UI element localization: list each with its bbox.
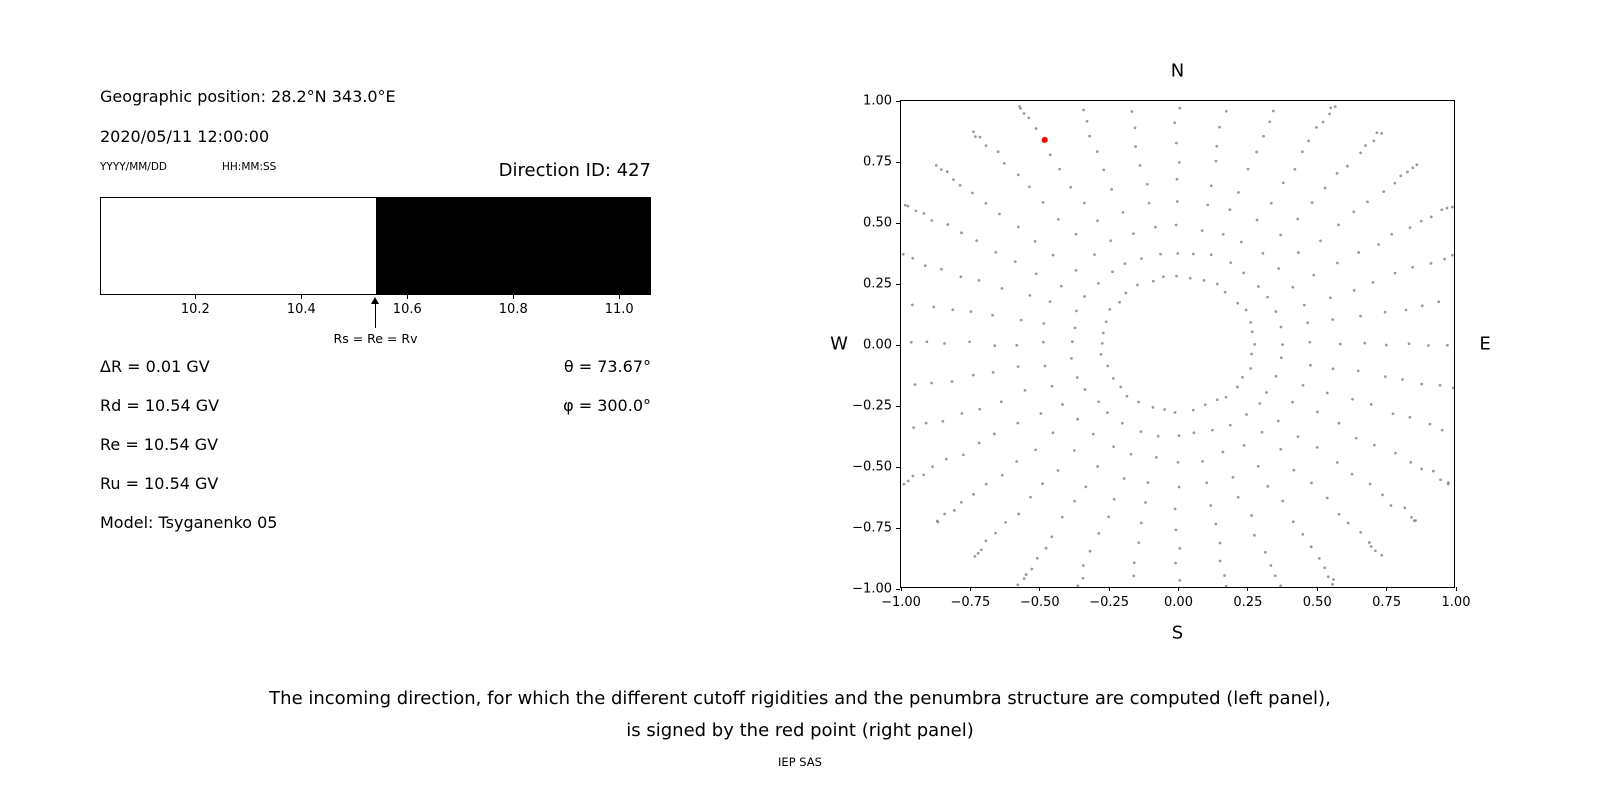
time-format-label: HH:MM:SS [222, 161, 277, 173]
selected-direction-point [1041, 136, 1048, 143]
x-tick-label: 10.6 [392, 302, 422, 317]
penumbra-segment [375, 198, 650, 294]
x-tick-mark [300, 295, 302, 299]
x-tick-mark [406, 295, 408, 299]
compass-west-label: W [830, 333, 848, 355]
caption-line-2: is signed by the red point (right panel) [626, 720, 974, 741]
model-name: Model: Tsyganenko 05 [100, 513, 278, 532]
ru-value: Ru = 10.54 GV [100, 474, 219, 493]
theta-value: θ = 73.67° [563, 357, 651, 376]
x-tick-mark [512, 295, 514, 299]
y-tick-mark [896, 466, 900, 468]
y-tick-label: 0.00 [863, 337, 892, 353]
y-tick-mark [896, 344, 900, 346]
x-tick-mark [1108, 587, 1110, 591]
compass-east-label: E [1479, 333, 1491, 355]
phi-value: φ = 300.0° [563, 396, 651, 415]
x-tick-mark [969, 587, 971, 591]
x-tick-label: 0.00 [1164, 595, 1193, 610]
penumbra-axes [100, 197, 651, 295]
arrow-line [374, 303, 377, 328]
x-tick-mark [618, 295, 620, 299]
geographic-position: Geographic position: 28.2°N 343.0°E [100, 87, 396, 106]
y-tick-label: 1.00 [863, 93, 892, 109]
x-tick-label: 10.8 [498, 302, 528, 317]
x-tick-mark [1455, 587, 1457, 591]
penumbra-xaxis: 10.2 10.4 10.6 10.8 11.0 Rs = Re = Rv [100, 295, 651, 365]
x-tick-label: 10.4 [286, 302, 316, 317]
direction-grid-plot [901, 105, 1454, 587]
x-tick-mark [1039, 587, 1041, 591]
arrow-annotation-label: Rs = Re = Rv [333, 331, 418, 346]
y-tick-mark [896, 588, 900, 590]
x-tick-label: 10.2 [180, 302, 210, 317]
y-tick-label: −0.75 [852, 520, 892, 536]
x-tick-mark [900, 587, 902, 591]
x-tick-mark [1247, 587, 1249, 591]
x-tick-label: −0.50 [1019, 595, 1060, 610]
caption-line-1: The incoming direction, for which the di… [269, 688, 1331, 709]
compass-south-label: S [1171, 622, 1184, 644]
datetime-value: 2020/05/11 12:00:00 [100, 127, 270, 146]
y-tick-mark [896, 100, 900, 102]
x-tick-label: 0.75 [1372, 595, 1402, 610]
direction-map-axes: N S W E −1.00 −0.75 −0.50 −0.25 0.00 0.25 0.50… [830, 61, 1491, 644]
rd-value: Rd = 10.54 GV [100, 396, 220, 415]
x-tick-label: 11.0 [604, 302, 634, 317]
direction-id: Direction ID: 427 [498, 160, 651, 181]
y-tick-label: −0.25 [852, 398, 892, 414]
y-tick-label: −0.50 [852, 459, 892, 475]
credit-label: IEP SAS [778, 755, 822, 769]
x-tick-label: −0.75 [950, 595, 991, 610]
y-tick-mark [896, 222, 900, 224]
x-tick-label: 0.50 [1302, 595, 1332, 610]
compass-north-label: N [1170, 60, 1185, 82]
x-tick-label: 0.25 [1233, 595, 1263, 610]
penumbra-segment [101, 198, 376, 294]
y-tick-label: 0.25 [863, 276, 892, 292]
y-tick-mark [896, 527, 900, 529]
x-tick-mark [1178, 587, 1179, 591]
x-tick-label: −0.25 [1089, 595, 1130, 610]
y-tick-mark [896, 405, 900, 407]
x-tick-label: 1.00 [1441, 595, 1471, 610]
y-tick-mark [896, 283, 900, 285]
delta-r-value: ΔR = 0.01 GV [100, 357, 210, 376]
date-format-label: YYYY/MM/DD [100, 161, 168, 173]
y-tick-mark [896, 161, 900, 163]
grid-dots [901, 105, 1454, 587]
x-tick-mark [1316, 587, 1318, 591]
y-tick-label: −1.00 [852, 581, 892, 597]
y-tick-label: 0.75 [863, 154, 892, 170]
x-tick-mark [194, 295, 196, 299]
arrow-up-icon [371, 297, 379, 304]
re-value: Re = 10.54 GV [100, 435, 219, 454]
x-tick-label: −1.00 [881, 595, 921, 610]
y-tick-label: 0.50 [863, 215, 892, 231]
x-tick-mark [1386, 587, 1388, 591]
